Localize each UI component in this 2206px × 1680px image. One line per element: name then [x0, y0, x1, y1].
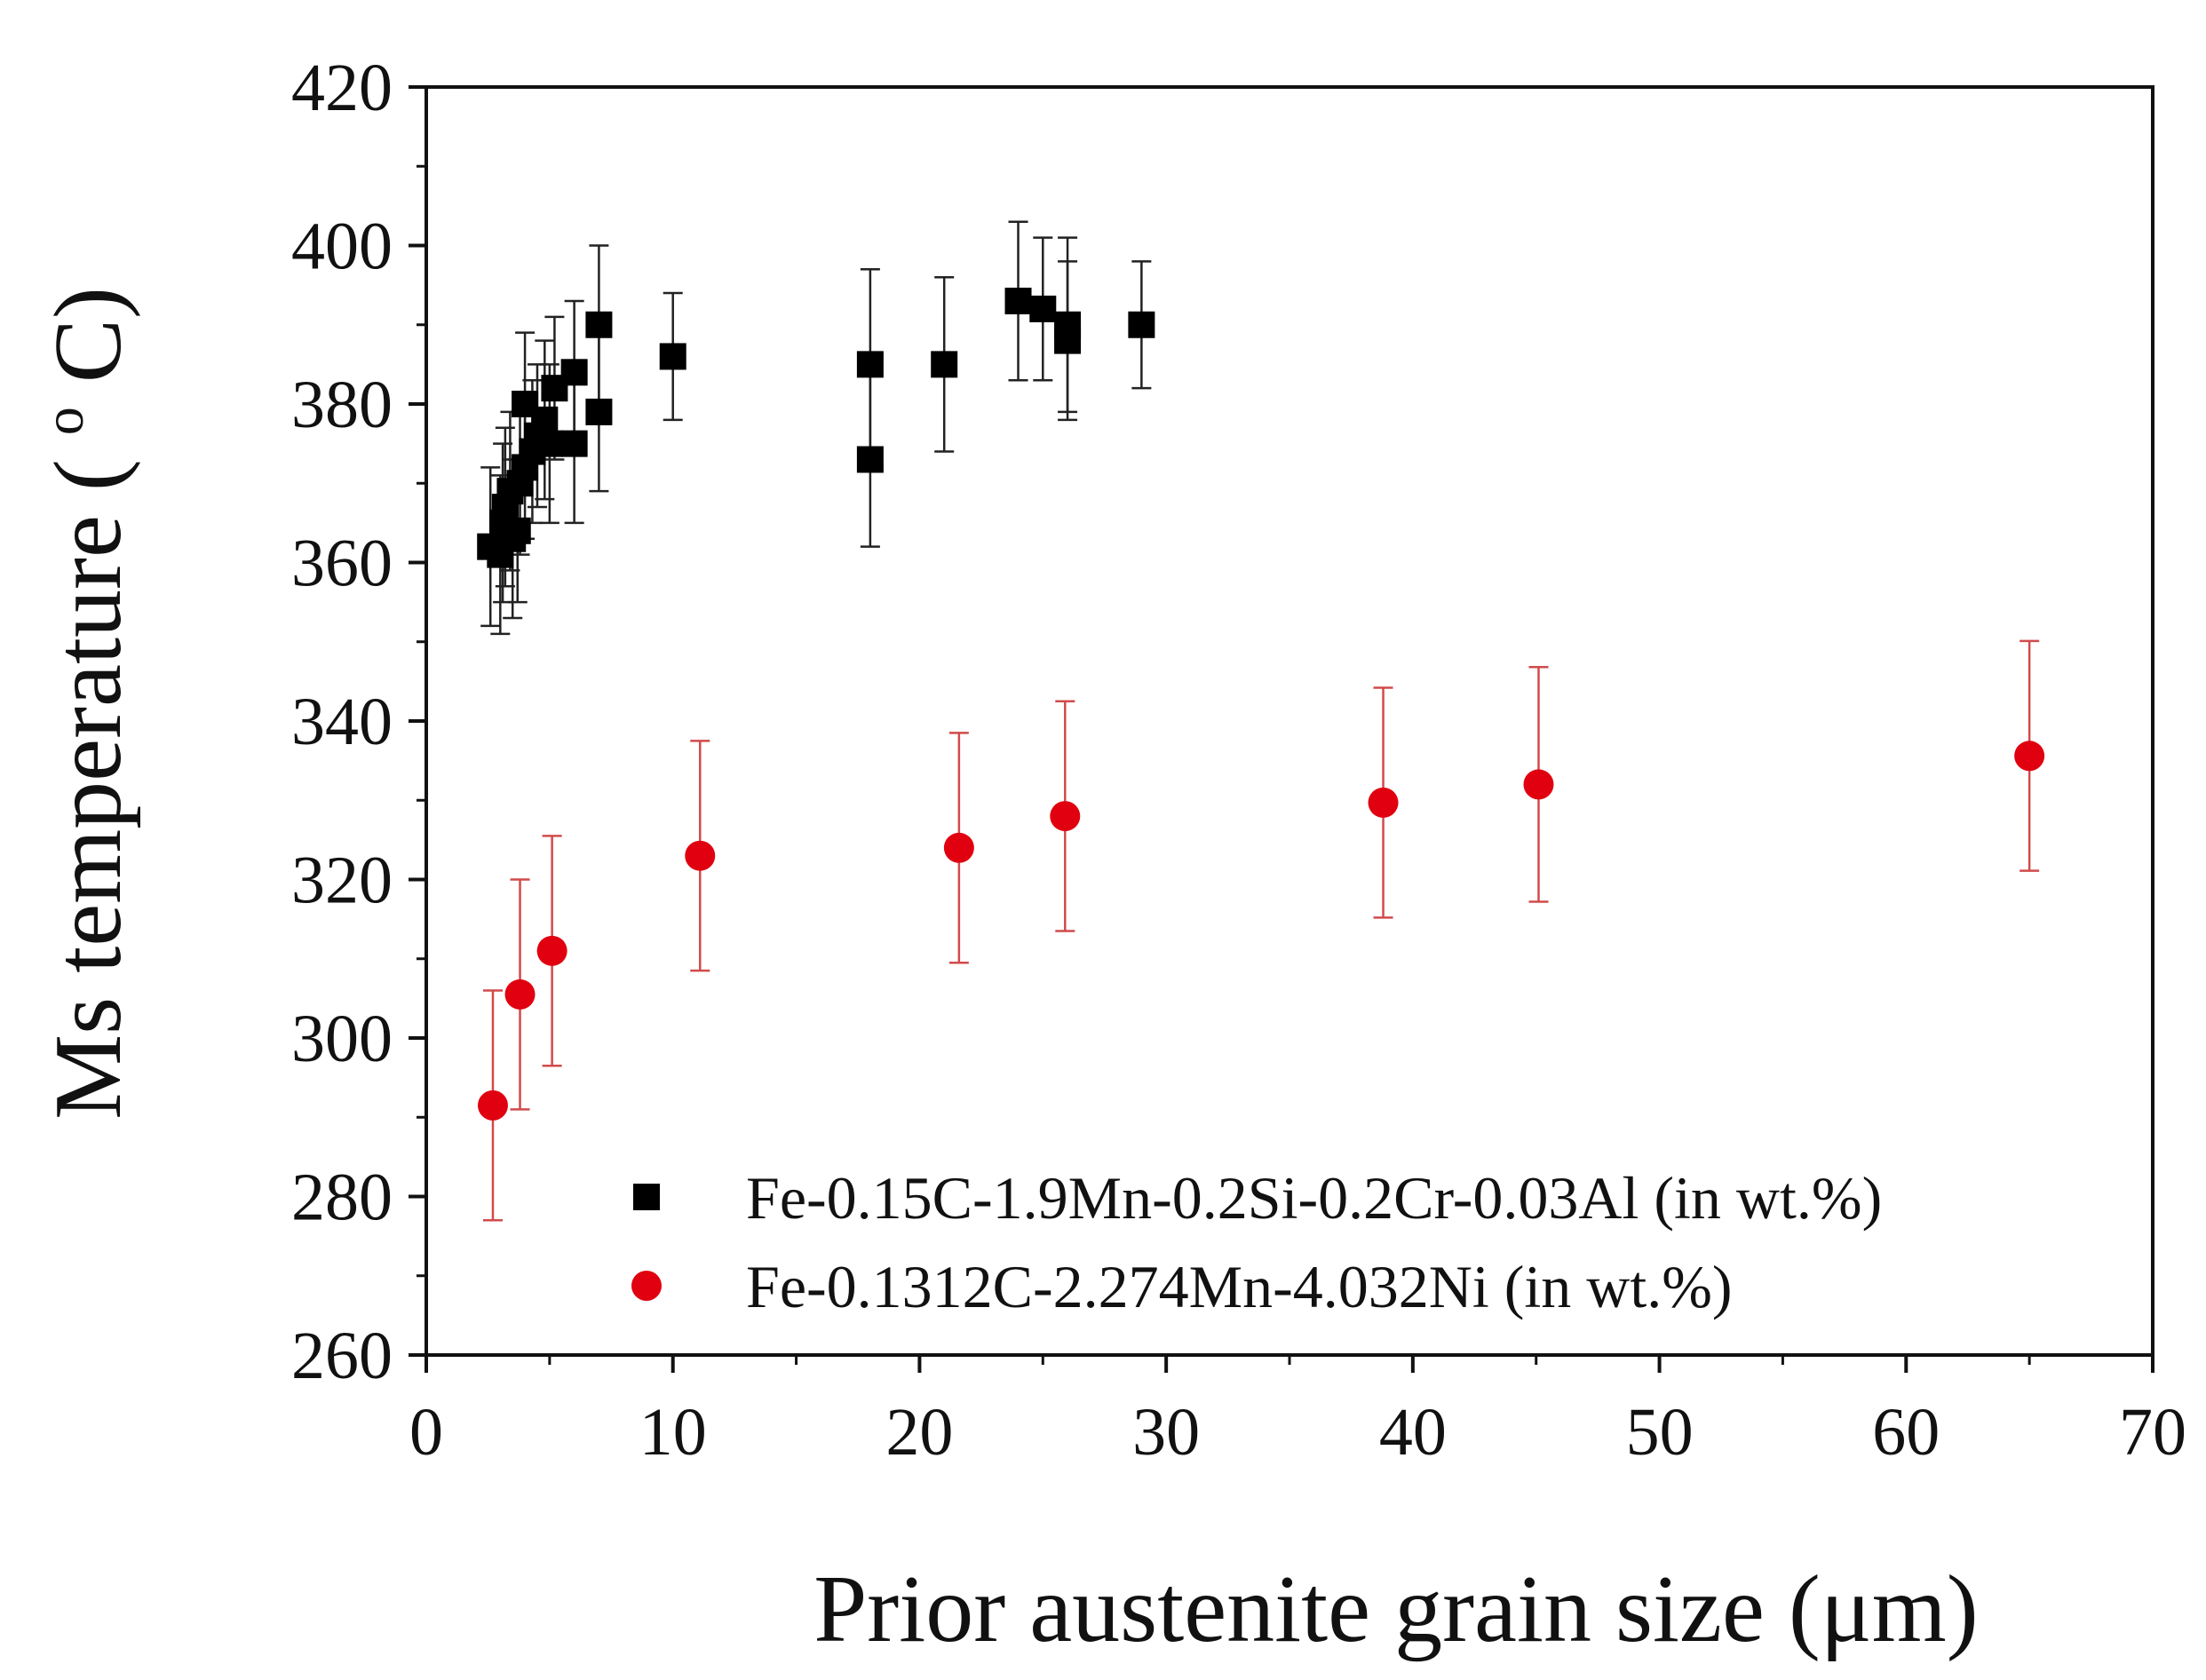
x-tick-label: 70	[2119, 1395, 2186, 1470]
legend-square-marker	[633, 1184, 660, 1210]
data-point-square	[585, 398, 613, 425]
y-axis-title-superscript: o	[32, 407, 95, 435]
data-point-square	[1128, 311, 1155, 338]
legend-label-series-1: Fe-0.15C-1.9Mn-0.2Si-0.2Cr-0.03Al (in wt…	[746, 1164, 1882, 1232]
data-point-circle	[504, 979, 536, 1010]
x-tick-label: 10	[639, 1395, 707, 1470]
y-axis-title-unit: C)	[36, 287, 141, 383]
data-point-circle	[477, 1090, 508, 1121]
y-tick-label: 260	[291, 1319, 393, 1393]
y-tick-label: 420	[291, 51, 393, 125]
legend-item-series-2: Fe-0.1312C-2.274Mn-4.032Ni (in wt.%)	[631, 1253, 1733, 1320]
y-tick-label: 400	[291, 210, 393, 284]
x-tick-label: 50	[1626, 1395, 1694, 1470]
data-point-square	[856, 446, 884, 473]
x-axis-title: Prior austenite grain size (μm)	[813, 1557, 1979, 1662]
y-axis-title: Ms temperature ( o C)	[0, 287, 141, 1120]
data-point-circle	[943, 832, 974, 863]
legend-item-series-1: Fe-0.15C-1.9Mn-0.2Si-0.2Cr-0.03Al (in wt…	[633, 1164, 1882, 1232]
data-point-square	[504, 517, 531, 544]
y-tick-label: 360	[291, 527, 393, 601]
x-tick-labels: 0 10 20 30 40 50 60 70	[409, 1395, 2186, 1470]
x-tick-label: 20	[885, 1395, 953, 1470]
data-point-square	[659, 343, 686, 370]
x-tick-label: 0	[409, 1395, 443, 1470]
legend-circle-marker	[631, 1271, 662, 1301]
legend: Fe-0.15C-1.9Mn-0.2Si-0.2Cr-0.03Al (in wt…	[631, 1164, 1882, 1320]
y-tick-label: 280	[291, 1161, 393, 1235]
legend-label-series-2: Fe-0.1312C-2.274Mn-4.032Ni (in wt.%)	[746, 1253, 1733, 1320]
data-point-circle	[536, 935, 567, 966]
y-axis-title-main: Ms temperature (	[36, 459, 141, 1120]
x-tick-label: 40	[1379, 1395, 1447, 1470]
data-point-square	[536, 430, 563, 457]
data-point-square	[560, 430, 588, 457]
data-point-square	[856, 351, 884, 378]
x-tick-label: 60	[1872, 1395, 1940, 1470]
data-point-square	[1004, 287, 1032, 314]
data-point-square	[931, 351, 958, 378]
data-point-square	[585, 311, 613, 338]
data-point-circle	[1523, 769, 1554, 800]
data-point-square	[1029, 295, 1057, 322]
data-points	[477, 287, 2045, 1121]
data-point-square	[531, 406, 559, 433]
error-bars	[480, 220, 2040, 1222]
y-tick-label: 320	[291, 844, 393, 918]
y-tick-labels: 260 280 300 320 340 360 380 400 420	[291, 51, 393, 1393]
data-point-circle	[1050, 801, 1081, 832]
x-tick-label: 30	[1132, 1395, 1200, 1470]
data-point-square	[1054, 327, 1082, 354]
plot-frame	[425, 85, 2154, 1357]
y-tick-label: 380	[291, 368, 393, 442]
data-point-circle	[2014, 741, 2045, 772]
data-point-circle	[1368, 787, 1399, 818]
data-point-square	[560, 359, 588, 386]
y-tick-label: 300	[291, 1002, 393, 1076]
data-point-circle	[685, 840, 716, 871]
y-tick-label: 340	[291, 685, 393, 759]
